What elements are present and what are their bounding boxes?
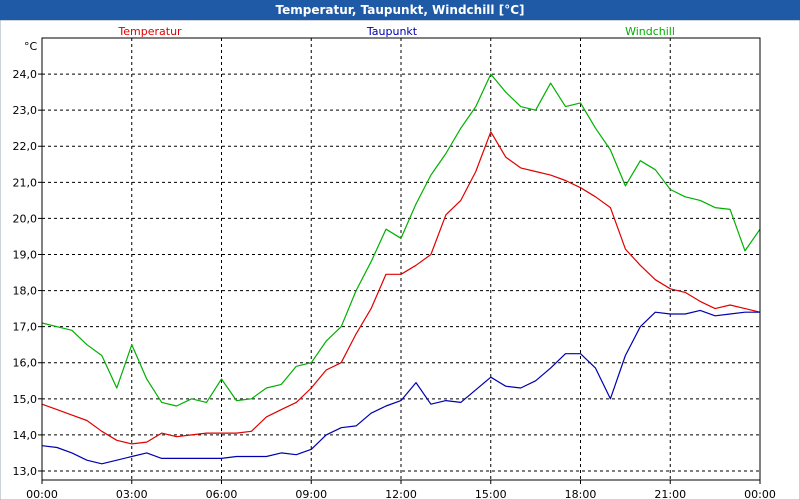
- y-tick-label: 22,0: [13, 140, 38, 153]
- grid: [42, 38, 760, 480]
- line-chart: 13,0 14,0 15,0 16,0 17,0 18,0 19,0 20,0 21,0 22,0…: [0, 20, 800, 500]
- axis-ticks: 13,0 14,0 15,0 16,0 17,0 18,0 19,0 20,0 21,0 22,0…: [13, 68, 776, 500]
- x-tick-label-time: 15:00: [475, 488, 507, 500]
- y-tick-label: 24,0: [13, 68, 38, 81]
- x-tick-label-time: 18:00: [565, 488, 597, 500]
- y-tick-label: 18,0: [13, 285, 38, 298]
- legend-entry-windchill: Windchill: [625, 25, 675, 38]
- series-line-windchill: [41, 73, 761, 407]
- x-tick-label-time: 21:00: [654, 488, 686, 500]
- x-tick-label-time: 12:00: [385, 488, 417, 500]
- y-tick-label: 14,0: [13, 429, 38, 442]
- x-tick-label-time: 09:00: [295, 488, 327, 500]
- series-line-taupunkt: [41, 309, 760, 465]
- legend-entry-temperatur: Temperatur: [117, 25, 182, 38]
- chart-title-bar: Temperatur, Taupunkt, Windchill [°C]: [0, 0, 800, 20]
- y-tick-label: 20,0: [13, 212, 38, 225]
- y-tick-label: 19,0: [13, 248, 38, 261]
- y-tick-label: 16,0: [13, 357, 38, 370]
- y-tick-label: 17,0: [13, 321, 38, 334]
- legend-entry-taupunkt: Taupunkt: [366, 25, 418, 38]
- chart-title: Temperatur, Taupunkt, Windchill [°C]: [275, 3, 525, 17]
- series-line-temperatur: [41, 131, 761, 445]
- y-axis-unit-label: °C: [24, 40, 38, 53]
- x-tick-label-time: 06:00: [206, 488, 238, 500]
- series-lines: [41, 73, 761, 465]
- legend: Temperatur Taupunkt Windchill: [117, 25, 675, 38]
- y-tick-label: 23,0: [13, 104, 38, 117]
- y-tick-label: 15,0: [13, 393, 38, 406]
- x-tick-label-time: 00:00: [744, 488, 776, 500]
- y-tick-label: 21,0: [13, 176, 38, 189]
- y-tick-label: 13,0: [13, 465, 38, 478]
- x-tick-label-time: 03:00: [116, 488, 148, 500]
- x-tick-label-time: 00:00: [26, 488, 58, 500]
- chart-background: [0, 20, 800, 500]
